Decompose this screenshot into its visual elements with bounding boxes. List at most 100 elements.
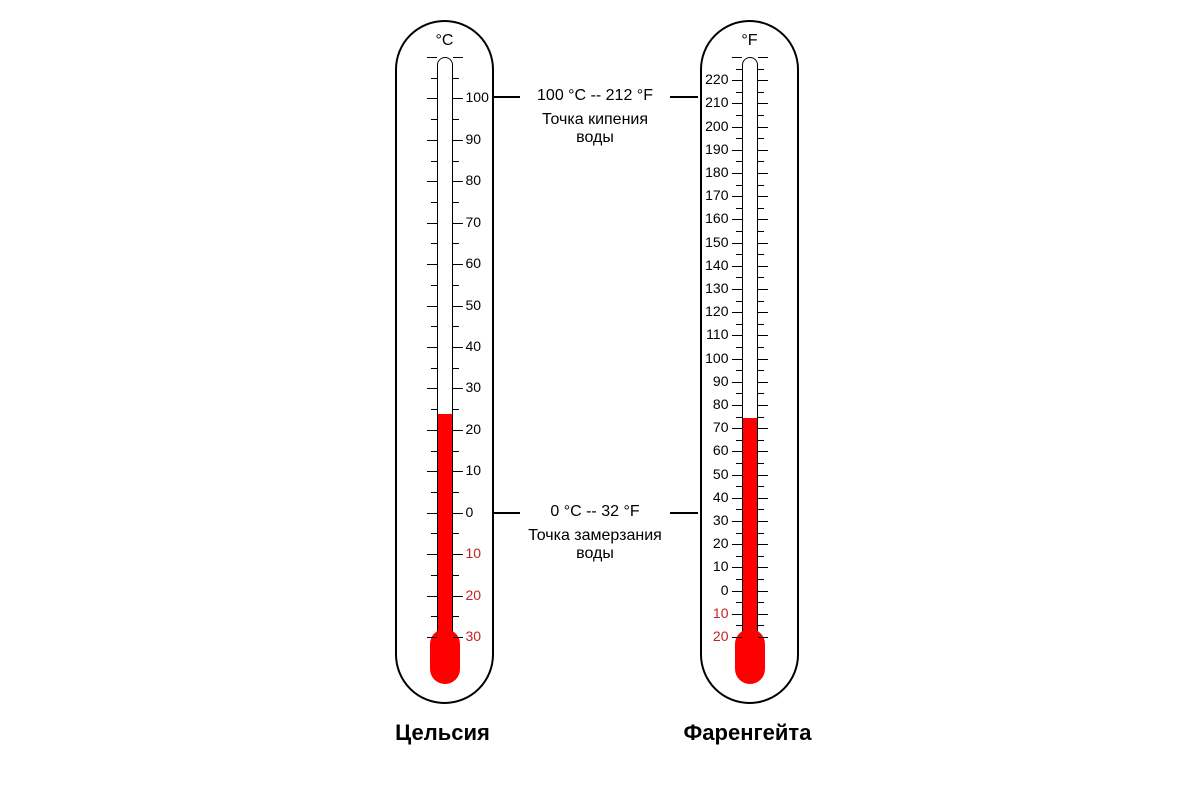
freezing-value: 0 °C -- 32 °F	[492, 503, 698, 521]
celsius-name: Цельсия	[380, 720, 505, 746]
scale-label: 140	[705, 258, 728, 272]
tick-major	[453, 554, 463, 555]
diagram-container: °C 3020100102030405060708090100 Цельсия …	[0, 0, 1200, 800]
tick-minor	[431, 78, 437, 79]
scale-label: 0	[466, 505, 474, 519]
scale-label: 40	[466, 339, 482, 353]
scale-label: 20	[466, 588, 482, 602]
tick-major	[732, 498, 742, 499]
celsius-tube	[437, 57, 453, 638]
scale-label: 10	[466, 546, 482, 560]
scale-label: 70	[466, 215, 482, 229]
tick-major	[758, 637, 768, 638]
tick-major	[732, 127, 742, 128]
tick-minor	[758, 370, 764, 371]
tick-minor	[736, 208, 742, 209]
tick-minor	[758, 556, 764, 557]
boiling-label: 100 °C -- 212 °F Точка кипенияводы	[492, 87, 698, 147]
tick-minor	[758, 347, 764, 348]
scale-label: 180	[705, 165, 728, 179]
tick-major	[453, 181, 463, 182]
tick-major	[453, 264, 463, 265]
tick-major	[453, 98, 463, 99]
tick-major	[732, 289, 742, 290]
tick-major	[732, 614, 742, 615]
scale-label: 160	[705, 211, 728, 225]
scale-label: 10	[713, 559, 729, 573]
tick-major	[732, 544, 742, 545]
tick-minor	[736, 556, 742, 557]
tick-minor	[453, 285, 459, 286]
tick-minor	[758, 277, 764, 278]
tick-minor	[758, 185, 764, 186]
tick-minor	[736, 185, 742, 186]
tick-minor	[758, 161, 764, 162]
tick-major	[758, 591, 768, 592]
tick-minor	[736, 161, 742, 162]
tick-minor	[453, 202, 459, 203]
tick-major	[427, 264, 437, 265]
tick-major	[732, 475, 742, 476]
tick-minor	[431, 492, 437, 493]
tick-major	[732, 266, 742, 267]
tick-major	[427, 98, 437, 99]
tick-major	[758, 335, 768, 336]
tick-minor	[758, 208, 764, 209]
tick-major	[758, 312, 768, 313]
tick-major	[758, 57, 768, 58]
tick-major	[427, 471, 437, 472]
scale-label: 50	[466, 298, 482, 312]
freezing-label: 0 °C -- 32 °F Точка замерзанияводы	[492, 503, 698, 563]
tick-major	[758, 544, 768, 545]
scale-label: 210	[705, 95, 728, 109]
tick-minor	[736, 486, 742, 487]
tick-major	[453, 513, 463, 514]
tick-minor	[453, 243, 459, 244]
tick-major	[453, 637, 463, 638]
tick-minor	[758, 625, 764, 626]
tick-minor	[758, 92, 764, 93]
tick-major	[758, 405, 768, 406]
tick-minor	[431, 202, 437, 203]
tick-minor	[453, 492, 459, 493]
tick-minor	[758, 231, 764, 232]
tick-major	[758, 219, 768, 220]
fahrenheit-name: Фаренгейта	[675, 720, 820, 746]
tick-minor	[736, 92, 742, 93]
tick-major	[758, 428, 768, 429]
tick-major	[758, 127, 768, 128]
tick-major	[758, 80, 768, 81]
tick-major	[453, 347, 463, 348]
tick-major	[758, 498, 768, 499]
tick-minor	[736, 347, 742, 348]
tick-major	[732, 451, 742, 452]
tick-minor	[736, 417, 742, 418]
scale-label: 190	[705, 142, 728, 156]
tick-major	[758, 567, 768, 568]
tick-minor	[453, 161, 459, 162]
boiling-sub: Точка кипенияводы	[492, 111, 698, 147]
scale-label: 80	[713, 397, 729, 411]
tick-minor	[736, 625, 742, 626]
tick-major	[758, 196, 768, 197]
tick-minor	[431, 326, 437, 327]
tick-major	[732, 428, 742, 429]
scale-label: 60	[713, 443, 729, 457]
tick-major	[453, 471, 463, 472]
tick-major	[427, 347, 437, 348]
tick-minor	[758, 602, 764, 603]
tick-minor	[431, 575, 437, 576]
tick-major	[453, 223, 463, 224]
tick-minor	[736, 324, 742, 325]
tick-minor	[453, 326, 459, 327]
tick-major	[758, 614, 768, 615]
tick-major	[427, 596, 437, 597]
tick-major	[732, 567, 742, 568]
scale-label: 0	[721, 583, 729, 597]
tick-minor	[758, 486, 764, 487]
scale-label: 200	[705, 119, 728, 133]
tick-minor	[758, 115, 764, 116]
scale-label: 100	[705, 351, 728, 365]
tick-major	[758, 521, 768, 522]
tick-minor	[736, 393, 742, 394]
